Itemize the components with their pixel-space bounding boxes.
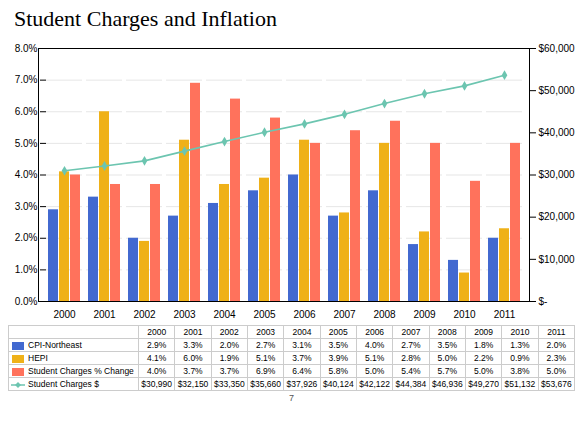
html-text:2001: 2001 <box>183 327 203 337</box>
html-text:2000: 2000 <box>147 327 167 337</box>
html-text:4.1%: 4.1% <box>147 353 167 363</box>
html-text:$40,124: $40,124 <box>322 379 354 389</box>
html-text:Student Charges $: Student Charges $ <box>28 379 99 389</box>
svg-text:$10,000: $10,000 <box>539 254 576 265</box>
html-text:2.7%: 2.7% <box>401 340 421 350</box>
svg-text:2010: 2010 <box>453 309 476 320</box>
html-text:6.0%: 6.0% <box>183 353 203 363</box>
svg-text:3.0%: 3.0% <box>15 201 38 212</box>
html-text:3.5%: 3.5% <box>328 340 348 350</box>
svg-text:$20,000: $20,000 <box>539 211 576 222</box>
html-text:$37,926: $37,926 <box>286 379 318 389</box>
html-text:2011: 2011 <box>547 327 566 337</box>
html-text:6.9%: 6.9% <box>256 366 276 376</box>
html-text:2010: 2010 <box>510 327 530 337</box>
svg-text:2011: 2011 <box>494 309 516 320</box>
html-text:$44,384: $44,384 <box>395 379 427 389</box>
svg-text:$60,000: $60,000 <box>539 43 576 54</box>
html-text:2.3%: 2.3% <box>546 353 566 363</box>
html-text:2005: 2005 <box>328 327 348 337</box>
svg-text:0.0%: 0.0% <box>15 296 38 307</box>
html-text:3.7%: 3.7% <box>219 366 239 376</box>
html-text:2.2%: 2.2% <box>473 353 494 363</box>
html-text:4.0%: 4.0% <box>147 366 167 376</box>
html-text:Student Charges % Change: Student Charges % Change <box>28 366 134 376</box>
html-text:Student Charges and Inflation: Student Charges and Inflation <box>14 6 277 31</box>
svg-text:2004: 2004 <box>213 309 236 320</box>
html-text:5.0%: 5.0% <box>546 366 566 376</box>
svg-text:4.0%: 4.0% <box>15 169 38 180</box>
svg-text:2000: 2000 <box>53 309 76 320</box>
html-text:2.9%: 2.9% <box>147 340 167 350</box>
html-text:2004: 2004 <box>292 327 312 337</box>
html-text:3.9%: 3.9% <box>328 353 348 363</box>
svg-text:2002: 2002 <box>133 309 156 320</box>
html-text:1.9%: 1.9% <box>219 353 239 363</box>
html-text:$30,990: $30,990 <box>141 379 172 389</box>
html-text:2002: 2002 <box>219 327 239 337</box>
html-text:5.7%: 5.7% <box>437 366 457 376</box>
svg-text:8.0%: 8.0% <box>15 43 38 54</box>
html-text:4.0%: 4.0% <box>364 340 385 350</box>
svg-text:6.0%: 6.0% <box>15 106 38 117</box>
svg-text:$50,000: $50,000 <box>539 85 576 96</box>
html-text:HEPI: HEPI <box>28 353 48 363</box>
svg-text:$30,000: $30,000 <box>539 169 576 180</box>
html-text:5.0%: 5.0% <box>473 366 494 376</box>
svg-text:2005: 2005 <box>253 309 276 320</box>
html-text:6.4%: 6.4% <box>292 366 312 376</box>
html-text:2.7%: 2.7% <box>256 340 276 350</box>
svg-text:2006: 2006 <box>293 309 316 320</box>
svg-text:2009: 2009 <box>413 309 436 320</box>
svg-text:1.0%: 1.0% <box>15 264 38 275</box>
html-text:2.0%: 2.0% <box>219 340 239 350</box>
svg-text:7.0%: 7.0% <box>15 74 38 85</box>
html-text:2.0%: 2.0% <box>546 340 566 350</box>
html-text:5.1%: 5.1% <box>364 353 385 363</box>
html-text:3.7%: 3.7% <box>183 366 203 376</box>
svg-text:2.0%: 2.0% <box>15 232 38 243</box>
html-text:3.1%: 3.1% <box>292 340 312 350</box>
html-text:5.1%: 5.1% <box>256 353 276 363</box>
svg-text:5.0%: 5.0% <box>15 138 38 149</box>
html-text:5.0%: 5.0% <box>364 366 385 376</box>
html-text:CPI-Northeast: CPI-Northeast <box>28 340 82 350</box>
html-text:2006: 2006 <box>365 327 385 337</box>
html-text:$33,350: $33,350 <box>214 379 245 389</box>
html-text:$51,132: $51,132 <box>504 379 536 389</box>
svg-text:2001: 2001 <box>93 309 116 320</box>
html-text:2.8%: 2.8% <box>401 353 421 363</box>
html-text:3.7%: 3.7% <box>292 353 312 363</box>
html-text:$49,270: $49,270 <box>468 379 499 389</box>
html-text:$42,122: $42,122 <box>359 379 390 389</box>
html-text:$53,676: $53,676 <box>540 379 572 389</box>
html-text:2003: 2003 <box>256 327 276 337</box>
svg-text:2007: 2007 <box>333 309 356 320</box>
svg-text:2003: 2003 <box>173 309 196 320</box>
svg-text:2008: 2008 <box>373 309 396 320</box>
svg-text:$-: $- <box>539 296 548 307</box>
html-text:2007: 2007 <box>401 327 421 337</box>
html-text:7: 7 <box>289 393 294 403</box>
html-text:3.5%: 3.5% <box>437 340 457 350</box>
svg-text:$40,000: $40,000 <box>539 127 576 138</box>
html-text:2008: 2008 <box>437 327 457 337</box>
html-text:3.8%: 3.8% <box>510 366 530 376</box>
html-text:1.8%: 1.8% <box>473 340 494 350</box>
html-text:$46,936: $46,936 <box>431 379 463 389</box>
html-text:5.8%: 5.8% <box>328 366 348 376</box>
html-text:5.0%: 5.0% <box>437 353 457 363</box>
html-text:2009: 2009 <box>474 327 494 337</box>
html-text:1.3%: 1.3% <box>510 340 530 350</box>
html-text:$35,660: $35,660 <box>250 379 281 389</box>
html-text:$32,150: $32,150 <box>177 379 209 389</box>
html-text:3.3%: 3.3% <box>183 340 203 350</box>
html-text:0.9%: 0.9% <box>510 353 530 363</box>
html-text:5.4%: 5.4% <box>401 366 421 376</box>
